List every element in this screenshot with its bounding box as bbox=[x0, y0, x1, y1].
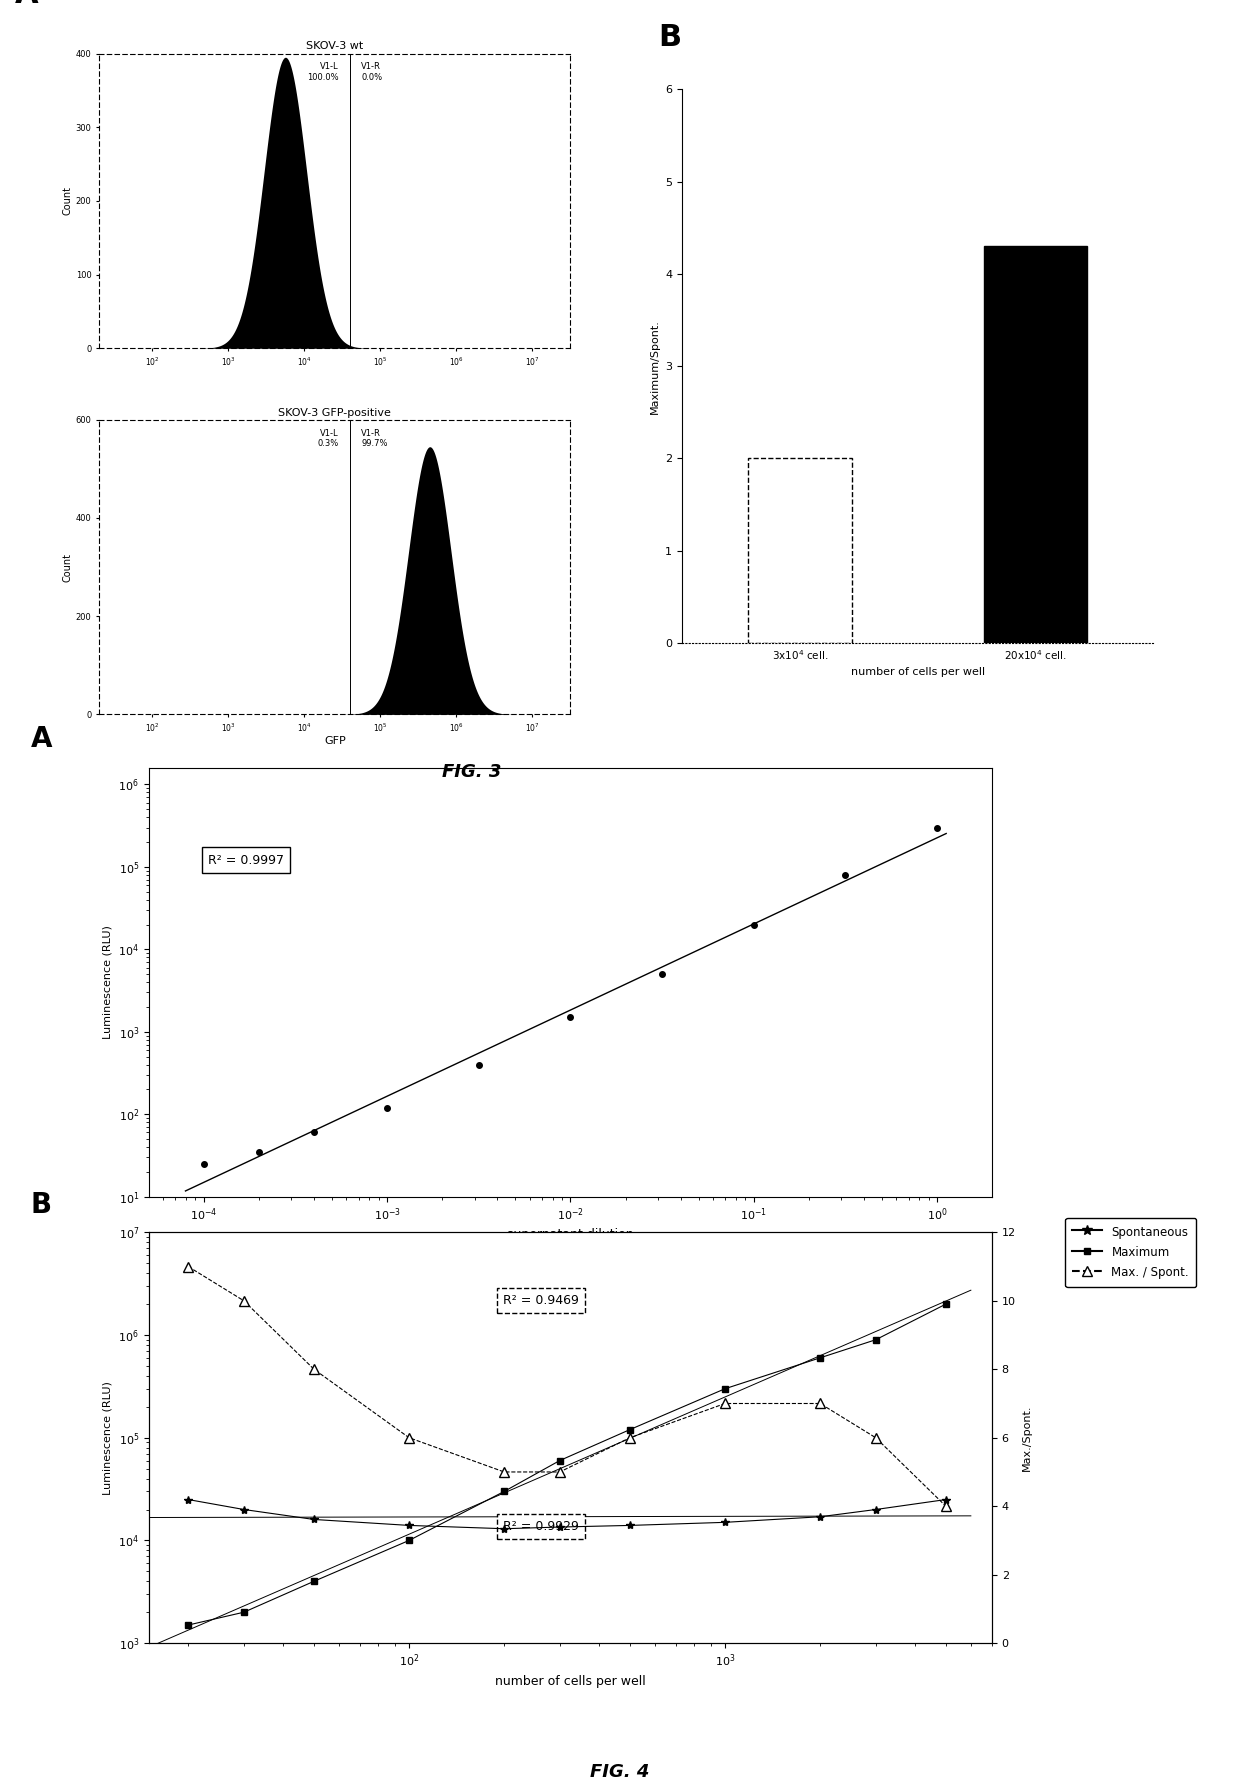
Maximum bbox=[306, 1570, 321, 1591]
Y-axis label: Luminescence (RLU): Luminescence (RLU) bbox=[103, 925, 113, 1039]
Text: V1-R
0.0%: V1-R 0.0% bbox=[361, 63, 382, 82]
Maximum bbox=[812, 1347, 827, 1368]
Spontaneous bbox=[718, 1511, 733, 1532]
Maximum bbox=[497, 1481, 512, 1502]
Text: V1-L
0.3%: V1-L 0.3% bbox=[317, 429, 339, 448]
Line: Spontaneous: Spontaneous bbox=[184, 1495, 950, 1532]
X-axis label: supernatant dilution: supernatant dilution bbox=[507, 1229, 634, 1241]
Bar bbox=[748, 459, 852, 643]
Text: R² = 0.9997: R² = 0.9997 bbox=[208, 854, 284, 866]
Text: A: A bbox=[31, 725, 52, 754]
Text: V1-R
99.7%: V1-R 99.7% bbox=[361, 429, 388, 448]
Title: SKOV-3 GFP-positive: SKOV-3 GFP-positive bbox=[278, 407, 392, 418]
Max. / Spont. bbox=[497, 1461, 512, 1482]
Title: SKOV-3 wt: SKOV-3 wt bbox=[306, 41, 363, 52]
Max. / Spont. bbox=[812, 1393, 827, 1415]
Spontaneous bbox=[497, 1518, 512, 1540]
Spontaneous bbox=[402, 1515, 417, 1536]
Text: R² = 0.9469: R² = 0.9469 bbox=[503, 1293, 579, 1307]
Maximum bbox=[237, 1602, 252, 1623]
Legend: Spontaneous, Maximum, Max. / Spont.: Spontaneous, Maximum, Max. / Spont. bbox=[1065, 1218, 1197, 1288]
Text: FIG. 4: FIG. 4 bbox=[590, 1763, 650, 1781]
Max. / Spont. bbox=[552, 1461, 567, 1482]
Maximum bbox=[181, 1615, 196, 1636]
Line: Max. / Spont.: Max. / Spont. bbox=[184, 1261, 951, 1511]
Spontaneous bbox=[939, 1490, 954, 1511]
Maximum bbox=[552, 1450, 567, 1472]
Text: FIG. 3: FIG. 3 bbox=[441, 763, 501, 780]
Spontaneous bbox=[306, 1509, 321, 1531]
Spontaneous bbox=[868, 1498, 883, 1520]
Y-axis label: Count: Count bbox=[63, 552, 73, 582]
X-axis label: number of cells per well: number of cells per well bbox=[495, 1675, 646, 1688]
Text: B: B bbox=[658, 23, 682, 52]
Max. / Spont. bbox=[306, 1359, 321, 1381]
Spontaneous bbox=[622, 1515, 637, 1536]
Max. / Spont. bbox=[868, 1427, 883, 1448]
Text: B: B bbox=[31, 1191, 52, 1220]
Y-axis label: Count: Count bbox=[63, 186, 73, 216]
X-axis label: number of cells per well: number of cells per well bbox=[851, 668, 985, 677]
Bar bbox=[983, 246, 1087, 643]
Max. / Spont. bbox=[718, 1393, 733, 1415]
Y-axis label: Max./Spont.: Max./Spont. bbox=[1022, 1404, 1032, 1472]
X-axis label: GFP: GFP bbox=[324, 736, 346, 747]
Maximum bbox=[718, 1379, 733, 1400]
Maximum bbox=[402, 1529, 417, 1550]
Line: Maximum: Maximum bbox=[185, 1300, 950, 1629]
Max. / Spont. bbox=[237, 1289, 252, 1311]
Y-axis label: Luminescence (RLU): Luminescence (RLU) bbox=[103, 1381, 113, 1495]
Spontaneous bbox=[552, 1516, 567, 1538]
Maximum bbox=[868, 1329, 883, 1350]
Maximum bbox=[939, 1293, 954, 1314]
Text: R² = 0.9929: R² = 0.9929 bbox=[503, 1520, 579, 1532]
Spontaneous bbox=[237, 1498, 252, 1520]
Max. / Spont. bbox=[622, 1427, 637, 1448]
Text: A: A bbox=[15, 0, 38, 9]
Text: V1-L
100.0%: V1-L 100.0% bbox=[308, 63, 339, 82]
Max. / Spont. bbox=[402, 1427, 417, 1448]
Spontaneous bbox=[181, 1490, 196, 1511]
Max. / Spont. bbox=[939, 1495, 954, 1516]
Maximum bbox=[622, 1418, 637, 1440]
Spontaneous bbox=[812, 1506, 827, 1527]
Max. / Spont. bbox=[181, 1256, 196, 1277]
Y-axis label: Maximum/Spont.: Maximum/Spont. bbox=[650, 318, 660, 414]
